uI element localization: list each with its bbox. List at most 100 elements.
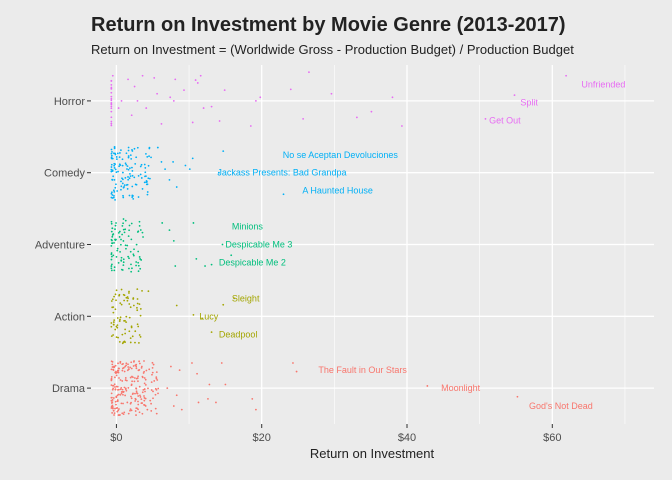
data-point-adventure (113, 269, 116, 272)
data-point-drama (115, 403, 117, 406)
data-point-action (128, 330, 131, 333)
data-point-action (130, 326, 133, 329)
data-point-drama (148, 368, 151, 371)
data-point-comedy (113, 194, 115, 197)
data-point-drama (143, 360, 145, 362)
x-tick-label: $60 (543, 432, 561, 444)
data-point-drama (178, 369, 181, 372)
data-point-comedy (125, 152, 128, 155)
data-point-comedy (128, 177, 131, 180)
data-point-action (201, 317, 204, 320)
data-point-action (131, 335, 134, 338)
data-point-horror (255, 100, 257, 102)
data-point-comedy (122, 196, 125, 199)
data-point-comedy (132, 195, 134, 197)
data-point-action (132, 297, 135, 299)
data-point-drama (111, 366, 114, 368)
data-point-drama (111, 363, 114, 366)
data-point-action (128, 316, 131, 319)
data-point-comedy (148, 147, 151, 150)
data-point-horror (199, 74, 202, 77)
data-point-drama (175, 394, 178, 397)
data-point-horror (174, 78, 177, 81)
data-point-horror (202, 107, 205, 109)
data-point-horror (172, 100, 175, 102)
data-point-drama (124, 387, 127, 390)
data-point-adventure (204, 265, 206, 267)
data-point-drama (116, 369, 119, 372)
data-point-action (113, 319, 116, 322)
data-point-horror (110, 122, 113, 125)
data-point-action (125, 321, 128, 324)
data-point-comedy (127, 178, 130, 181)
data-point-drama (124, 394, 127, 397)
data-point-drama (114, 400, 117, 403)
data-point-drama (125, 362, 128, 365)
data-point-drama (110, 407, 113, 409)
data-point-action (123, 299, 126, 302)
data-point-drama (129, 408, 132, 410)
data-point-comedy (120, 185, 123, 188)
data-point-horror (110, 120, 113, 123)
data-point-action (136, 302, 139, 305)
data-point-comedy (113, 164, 116, 167)
data-point-action (139, 308, 142, 310)
data-point-action (222, 303, 225, 306)
x-tick-labels: $0 $20 $40 $60 (110, 424, 561, 444)
data-point-action (116, 326, 119, 329)
data-point-drama (151, 371, 154, 374)
data-point-drama (112, 406, 114, 408)
data-point-adventure (112, 233, 115, 235)
data-point-drama (144, 390, 146, 393)
data-point-adventure (137, 250, 140, 253)
data-point-comedy (110, 154, 113, 157)
data-point-drama (141, 412, 144, 415)
data-point-comedy (164, 168, 166, 171)
data-point-comedy (116, 152, 119, 155)
data-point-comedy (191, 157, 194, 160)
data-point-adventure (122, 228, 125, 231)
data-point-action (129, 306, 132, 309)
data-point-comedy (150, 156, 152, 159)
data-point-adventure (126, 244, 129, 247)
data-point-drama (130, 361, 133, 364)
data-point-action (136, 323, 139, 326)
data-point-drama (516, 395, 519, 398)
y-tick-label-comedy: Comedy (44, 168, 85, 180)
data-point-comedy (114, 163, 117, 166)
data-point-drama (220, 362, 223, 364)
data-point-drama (138, 385, 141, 388)
data-point-adventure (111, 239, 113, 242)
data-point-drama (126, 401, 129, 404)
data-point-drama (115, 395, 118, 398)
data-point-drama (123, 411, 126, 414)
data-point-drama (130, 383, 133, 386)
data-point-action (115, 289, 118, 292)
data-point-drama (155, 412, 158, 415)
data-point-comedy (121, 182, 124, 185)
data-point-drama (113, 414, 115, 416)
data-point-comedy (146, 193, 149, 196)
data-point-comedy (122, 194, 124, 197)
data-point-comedy (137, 175, 140, 177)
data-point-action (126, 296, 129, 298)
data-point-comedy (119, 164, 122, 167)
data-point-drama (118, 367, 120, 370)
data-point-horror (183, 89, 185, 92)
data-point-adventure (118, 230, 121, 233)
data-point-drama (135, 414, 137, 416)
data-point-comedy (134, 183, 137, 186)
data-point-drama (131, 380, 134, 383)
data-point-drama (114, 407, 116, 410)
data-point-drama (135, 365, 138, 368)
data-point-adventure (122, 218, 125, 220)
data-point-comedy (136, 146, 139, 149)
data-point-action (136, 309, 139, 312)
data-point-horror (308, 71, 310, 74)
data-point-adventure (142, 236, 144, 238)
data-point-action (134, 341, 136, 344)
data-point-comedy (128, 194, 131, 197)
data-point-comedy (110, 157, 113, 160)
data-point-action (138, 342, 140, 344)
data-point-drama (118, 414, 121, 417)
